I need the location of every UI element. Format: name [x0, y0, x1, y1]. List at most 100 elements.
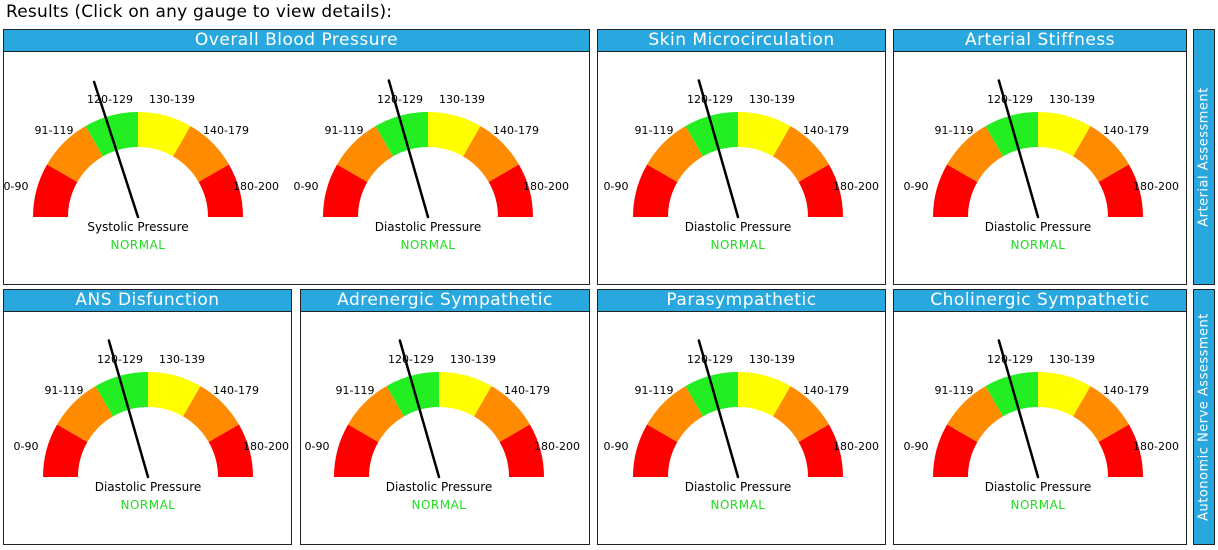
gauge-range-label: 130-139	[749, 93, 795, 106]
panel-title: Overall Blood Pressure	[4, 30, 589, 52]
gauge-label: Diastolic Pressure	[94, 480, 202, 494]
gauge-segment-91-119	[647, 126, 703, 182]
gauge-range-label: 0-90	[294, 180, 319, 193]
gauge-segment-180-200	[798, 164, 843, 217]
gauge-dial: 0-90 91-119 120-129 130-139 140-179 180-200	[604, 339, 879, 479]
gauge-range-label: 91-119	[336, 384, 375, 397]
gauge-segment-180-200	[198, 164, 243, 217]
panel-adrenergic-sympathetic[interactable]: Adrenergic Sympathetic 0-90 91-119 120-129…	[300, 289, 590, 545]
gauge-segment-140-179	[474, 386, 530, 442]
gauge-diastolic-pressure[interactable]: 0-90 91-119 120-129 130-139 140-179 180-200 Di…	[904, 52, 1179, 282]
gauge-range-label: 0-90	[4, 180, 29, 193]
panel-title: Arterial Stiffness	[894, 30, 1186, 52]
gauge-segment-130-139	[738, 372, 791, 417]
gauge-diastolic-pressure[interactable]: 0-90 91-119 120-129 130-139 140-179 180-200 Di…	[305, 312, 580, 542]
gauge-range-label: 91-119	[635, 384, 674, 397]
gauge-range-label: 120-129	[388, 353, 434, 366]
side-tab-label: Autonomic Nerve Assessment	[1196, 313, 1212, 521]
gauge-label: Diastolic Pressure	[984, 220, 1092, 234]
gauge-range-label: 180-200	[523, 180, 569, 193]
gauge-segment-130-139	[1038, 112, 1091, 157]
gauge-label: Diastolic Pressure	[374, 220, 482, 234]
gauge-segment-0-90	[323, 164, 368, 217]
panel-overall-blood-pressure[interactable]: Overall Blood Pressure 0-90 91-119 120-129…	[3, 29, 590, 285]
gauge-range-label: 140-179	[803, 124, 849, 137]
gauge-segment-120-129	[95, 372, 148, 417]
gauge-dial: 0-90 91-119 120-129 130-139 140-179 180-200	[904, 339, 1179, 479]
panel-cholinergic-sympathetic[interactable]: Cholinergic Sympathetic 0-90 91-119 120-12…	[893, 289, 1187, 545]
gauge-status: NORMAL	[411, 498, 467, 512]
gauge-segment-0-90	[334, 424, 379, 477]
gauge-segment-0-90	[633, 164, 678, 217]
gauge-range-label: 140-179	[213, 384, 259, 397]
gauge-dial: 0-90 91-119 120-129 130-139 140-179 180-200	[4, 80, 279, 219]
gauge-range-label: 130-139	[149, 93, 195, 106]
gauge-range-label: 130-139	[1049, 353, 1095, 366]
panel-title: Adrenergic Sympathetic	[301, 290, 589, 312]
gauge-segment-0-90	[33, 164, 78, 217]
gauge-range-label: 140-179	[504, 384, 550, 397]
gauge-needle	[997, 79, 1040, 219]
gauge-needle	[387, 79, 430, 219]
gauge-segment-130-139	[138, 112, 191, 157]
gauge-segment-91-119	[947, 126, 1003, 182]
gauge-segment-120-129	[386, 372, 439, 417]
gauge-range-label: 91-119	[935, 384, 974, 397]
panel-skin-microcirculation[interactable]: Skin Microcirculation 0-90 91-119 120-129 1…	[597, 29, 886, 285]
gauge-needle	[997, 339, 1040, 479]
gauge-range-label: 120-129	[687, 353, 733, 366]
gauge-status: NORMAL	[1010, 498, 1066, 512]
gauge-status: NORMAL	[110, 238, 166, 252]
gauge-range-label: 180-200	[233, 180, 279, 193]
gauge-range-label: 120-129	[87, 93, 133, 106]
gauge-segment-140-179	[1073, 386, 1129, 442]
gauge-segment-120-129	[685, 112, 738, 157]
gauge-segment-130-139	[1038, 372, 1091, 417]
gauge-segment-140-179	[1073, 126, 1129, 182]
side-tab-autonomic-nerve-assessment[interactable]: Autonomic Nerve Assessment	[1193, 289, 1215, 545]
gauge-segment-91-119	[348, 386, 404, 442]
gauge-segment-140-179	[173, 126, 229, 182]
gauge-segment-0-90	[933, 424, 978, 477]
gauge-range-label: 120-129	[377, 93, 423, 106]
gauge-dial: 0-90 91-119 120-129 130-139 140-179 180-200	[294, 79, 569, 219]
gauge-segment-91-119	[47, 126, 103, 182]
gauge-label: Diastolic Pressure	[684, 480, 792, 494]
gauge-segment-140-179	[773, 126, 829, 182]
gauge-range-label: 0-90	[904, 180, 929, 193]
gauge-diastolic-pressure[interactable]: 0-90 91-119 120-129 130-139 140-179 180-200 Di…	[604, 52, 879, 282]
gauge-status: NORMAL	[120, 498, 176, 512]
gauge-range-label: 140-179	[1103, 384, 1149, 397]
gauge-range-label: 0-90	[604, 180, 629, 193]
gauge-diastolic-pressure[interactable]: 0-90 91-119 120-129 130-139 140-179 180-200 Di…	[294, 52, 569, 282]
gauge-range-label: 91-119	[45, 384, 84, 397]
panel-title: Parasympathetic	[598, 290, 885, 312]
gauge-range-label: 91-119	[35, 124, 74, 137]
side-tab-arterial-assessment[interactable]: Arterial Assessment	[1193, 29, 1215, 285]
panel-ans-disfunction[interactable]: ANS Disfunction 0-90 91-119 120-129 130-139…	[3, 289, 292, 545]
gauge-range-label: 120-129	[987, 353, 1033, 366]
panel-parasympathetic[interactable]: Parasympathetic 0-90 91-119 120-129 130-139…	[597, 289, 886, 545]
gauge-segment-140-179	[183, 386, 239, 442]
gauge-segment-0-90	[633, 424, 678, 477]
gauge-diastolic-pressure[interactable]: 0-90 91-119 120-129 130-139 140-179 180-200 Di…	[14, 312, 289, 542]
gauge-label: Diastolic Pressure	[684, 220, 792, 234]
gauge-segment-140-179	[773, 386, 829, 442]
gauge-diastolic-pressure[interactable]: 0-90 91-119 120-129 130-139 140-179 180-200 Di…	[904, 312, 1179, 542]
gauge-range-label: 130-139	[1049, 93, 1095, 106]
gauge-needle	[107, 339, 150, 479]
gauge-needle	[697, 79, 740, 219]
gauge-range-label: 180-200	[833, 180, 879, 193]
gauge-segment-120-129	[375, 112, 428, 157]
gauge-range-label: 130-139	[159, 353, 205, 366]
panel-title: ANS Disfunction	[4, 290, 291, 312]
panel-arterial-stiffness[interactable]: Arterial Stiffness 0-90 91-119 120-129 130-…	[893, 29, 1187, 285]
gauge-range-label: 120-129	[987, 93, 1033, 106]
gauge-range-label: 180-200	[1133, 440, 1179, 453]
gauge-segment-91-119	[337, 126, 393, 182]
gauge-diastolic-pressure[interactable]: 0-90 91-119 120-129 130-139 140-179 180-200 Di…	[604, 312, 879, 542]
gauge-range-label: 130-139	[749, 353, 795, 366]
gauge-segment-91-119	[947, 386, 1003, 442]
gauge-systolic-pressure[interactable]: 0-90 91-119 120-129 130-139 140-179 180-200 Sy…	[4, 52, 279, 282]
gauge-segment-140-179	[463, 126, 519, 182]
